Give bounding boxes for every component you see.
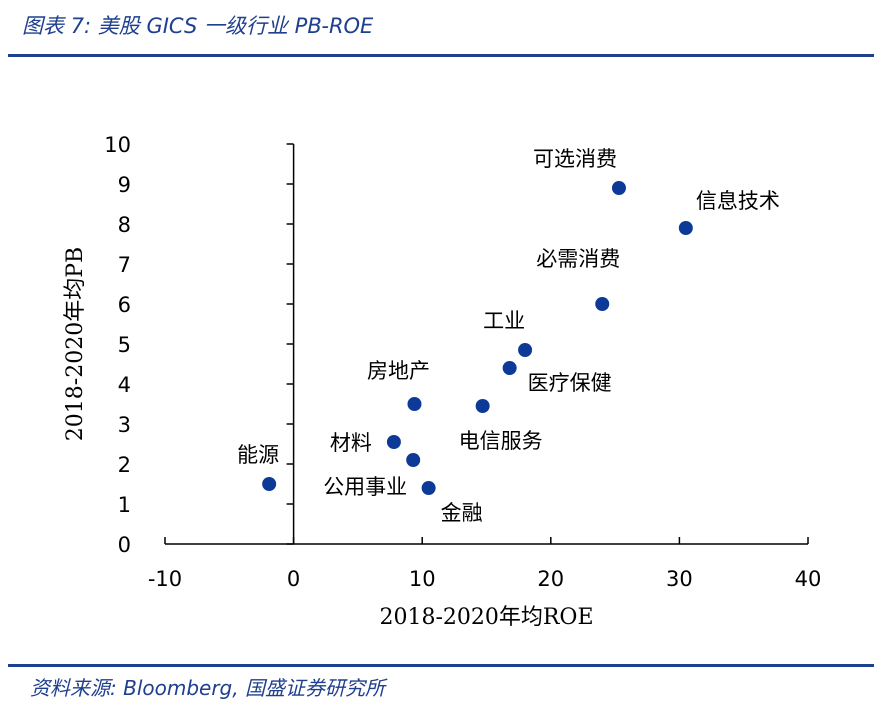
y-tick-label: 8: [118, 213, 131, 237]
data-point: [406, 453, 421, 467]
figure-title: 图表 7: 美股 GICS 一级行业 PB-ROE: [22, 14, 374, 38]
point-label: 公用事业: [323, 475, 407, 499]
data-point: [595, 297, 610, 311]
point-label: 必需消费: [536, 247, 620, 271]
y-tick-label: 0: [118, 533, 131, 557]
x-tick-label: 20: [537, 567, 564, 591]
point-label: 信息技术: [696, 189, 780, 213]
data-point: [407, 397, 422, 411]
y-tick-label: 2: [118, 453, 131, 477]
point-label: 可选消费: [533, 147, 617, 171]
point-label: 工业: [483, 309, 525, 333]
data-point: [502, 361, 517, 375]
source-note: 资料来源: Bloomberg, 国盛证券研究所: [30, 676, 385, 700]
data-point: [475, 399, 490, 413]
source-rule: [8, 664, 874, 667]
y-tick-label: 1: [118, 493, 131, 517]
data-point: [262, 477, 277, 491]
point-label: 房地产: [367, 359, 430, 383]
x-tick-label: 40: [795, 567, 822, 591]
y-tick-label: 10: [104, 133, 131, 157]
point-label: 电信服务: [459, 429, 543, 453]
point-label: 能源: [237, 443, 279, 467]
y-tick-label: 9: [118, 173, 131, 197]
data-point: [386, 435, 401, 449]
title-rule: [8, 54, 874, 57]
x-tick-label: 0: [287, 567, 300, 591]
y-axis-title: 2018-2020年均PB: [63, 247, 88, 441]
y-tick-label: 5: [118, 333, 131, 357]
data-point: [518, 343, 533, 357]
y-tick-label: 6: [118, 293, 131, 317]
x-tick-label: 30: [666, 567, 693, 591]
data-point: [611, 181, 626, 195]
y-tick-label: 3: [118, 413, 131, 437]
x-tick-label: 10: [409, 567, 436, 591]
y-tick-label: 7: [118, 253, 131, 277]
data-point: [421, 481, 436, 495]
point-label: 材料: [330, 431, 372, 455]
x-tick-label: -10: [148, 567, 182, 591]
y-tick-label: 4: [118, 373, 131, 397]
x-axis-title: 2018-2020年均ROE: [379, 605, 593, 630]
point-label: 金融: [441, 501, 483, 525]
point-label: 医疗保健: [528, 371, 612, 395]
data-point: [678, 221, 693, 235]
